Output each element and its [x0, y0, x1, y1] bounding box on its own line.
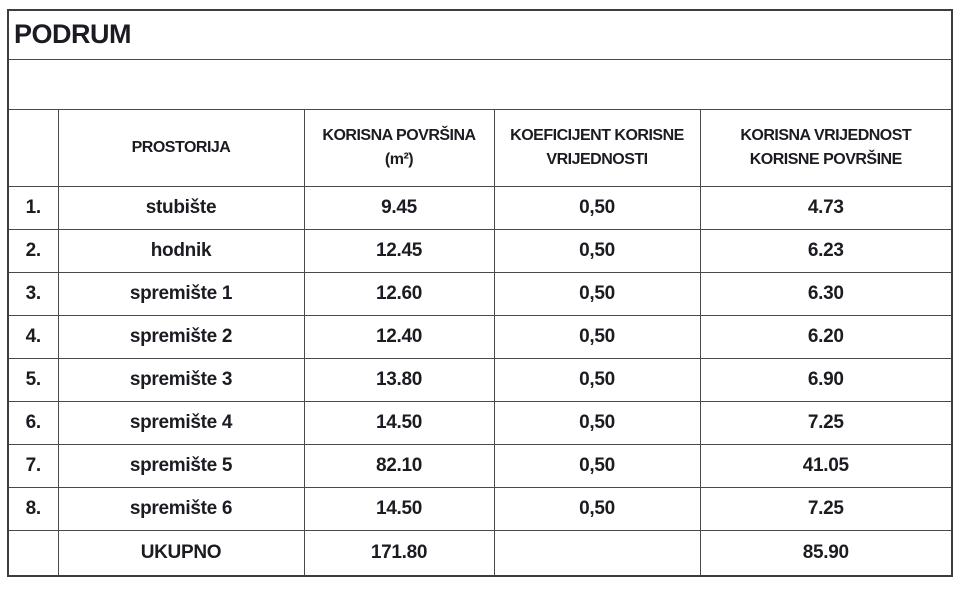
- row-number: 2.: [7, 228, 59, 273]
- coefficient-value: 0,50: [493, 443, 701, 488]
- useful-value: 41.05: [699, 443, 953, 488]
- coefficient-value: 0,50: [493, 314, 701, 359]
- area-value: 14.50: [303, 400, 495, 445]
- table-row: 1. stubište 9.45 0,50 4.73: [7, 185, 953, 230]
- total-row: UKUPNO 171.80 85.90: [7, 529, 953, 577]
- table-row: 7. spremište 5 82.10 0,50 41.05: [7, 443, 953, 488]
- header-koeficijent: KOEFICIJENT KORISNE VRIJEDNOSTI: [493, 108, 701, 187]
- row-number: 5.: [7, 357, 59, 402]
- header-vrijednost: KORISNA VRIJEDNOST KORISNE POVRŠINE: [699, 108, 953, 187]
- spacer-cell: [7, 58, 953, 110]
- header-vrijednost-line1: KORISNA VRIJEDNOST: [740, 126, 912, 144]
- header-korisna-povrsina-line2: (m²): [384, 150, 414, 168]
- useful-value: 7.25: [699, 400, 953, 445]
- total-coefficient-cell: [493, 529, 701, 577]
- area-value: 82.10: [303, 443, 495, 488]
- coefficient-value: 0,50: [493, 357, 701, 402]
- page-title: PODRUM: [7, 9, 953, 60]
- row-number: 4.: [7, 314, 59, 359]
- coefficient-value: 0,50: [493, 486, 701, 531]
- coefficient-value: 0,50: [493, 400, 701, 445]
- podrum-area-table: PODRUM PROSTORIJA KORISNA POVRŠINA (m²) …: [7, 9, 954, 577]
- room-name: spremište 3: [57, 357, 305, 402]
- room-name: spremište 4: [57, 400, 305, 445]
- room-name: spremište 6: [57, 486, 305, 531]
- useful-value: 6.30: [699, 271, 953, 316]
- area-value: 13.80: [303, 357, 495, 402]
- table-row: 5. spremište 3 13.80 0,50 6.90: [7, 357, 953, 402]
- spacer-row: [7, 58, 953, 110]
- header-koeficijent-line2: VRIJEDNOSTI: [546, 150, 648, 168]
- table-row: 2. hodnik 12.45 0,50 6.23: [7, 228, 953, 273]
- header-row: PROSTORIJA KORISNA POVRŠINA (m²) KOEFICI…: [7, 108, 953, 187]
- row-number: 1.: [7, 185, 59, 230]
- table-row: 6. spremište 4 14.50 0,50 7.25: [7, 400, 953, 445]
- total-value: 85.90: [699, 529, 953, 577]
- area-value: 9.45: [303, 185, 495, 230]
- useful-value: 6.23: [699, 228, 953, 273]
- room-name: hodnik: [57, 228, 305, 273]
- header-korisna-povrsina-line1: KORISNA POVRŠINA: [322, 126, 476, 144]
- coefficient-value: 0,50: [493, 271, 701, 316]
- coefficient-value: 0,50: [493, 228, 701, 273]
- room-name: spremište 5: [57, 443, 305, 488]
- total-index-cell: [7, 529, 59, 577]
- room-name: spremište 1: [57, 271, 305, 316]
- header-prostorija: PROSTORIJA: [57, 108, 305, 187]
- useful-value: 6.90: [699, 357, 953, 402]
- table-row: 3. spremište 1 12.60 0,50 6.30: [7, 271, 953, 316]
- header-vrijednost-line2: KORISNE POVRŠINE: [749, 150, 903, 168]
- header-korisna-povrsina: KORISNA POVRŠINA (m²): [303, 108, 495, 187]
- header-index: [7, 108, 59, 187]
- area-value: 12.45: [303, 228, 495, 273]
- area-value: 12.40: [303, 314, 495, 359]
- coefficient-value: 0,50: [493, 185, 701, 230]
- row-number: 6.: [7, 400, 59, 445]
- title-row: PODRUM: [7, 9, 953, 60]
- total-label: UKUPNO: [57, 529, 305, 577]
- useful-value: 6.20: [699, 314, 953, 359]
- row-number: 8.: [7, 486, 59, 531]
- row-number: 7.: [7, 443, 59, 488]
- header-koeficijent-line1: KOEFICIJENT KORISNE: [510, 126, 684, 144]
- row-number: 3.: [7, 271, 59, 316]
- total-area: 171.80: [303, 529, 495, 577]
- area-value: 12.60: [303, 271, 495, 316]
- useful-value: 7.25: [699, 486, 953, 531]
- table-row: 8. spremište 6 14.50 0,50 7.25: [7, 486, 953, 531]
- area-value: 14.50: [303, 486, 495, 531]
- room-name: stubište: [57, 185, 305, 230]
- table-row: 4. spremište 2 12.40 0,50 6.20: [7, 314, 953, 359]
- useful-value: 4.73: [699, 185, 953, 230]
- room-name: spremište 2: [57, 314, 305, 359]
